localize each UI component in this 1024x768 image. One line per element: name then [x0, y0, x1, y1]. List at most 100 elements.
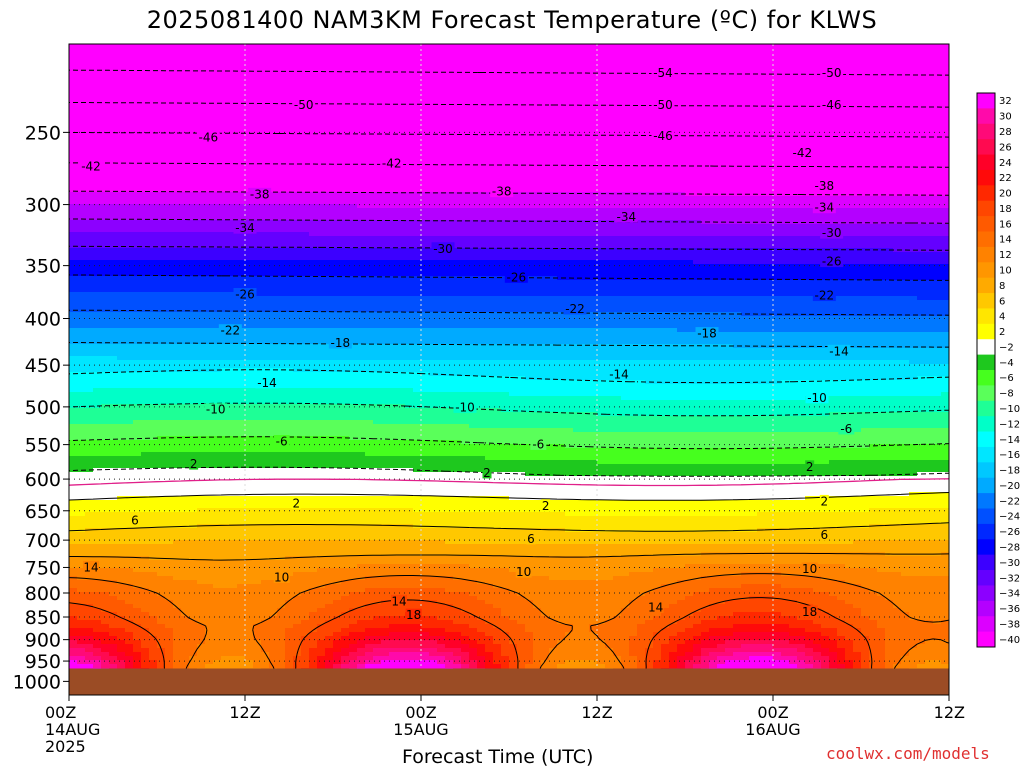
field-cell [189, 228, 198, 233]
field-cell [197, 276, 206, 281]
field-cell [141, 656, 150, 661]
field-cell [261, 476, 270, 481]
field-cell [261, 608, 270, 613]
field-cell [269, 488, 278, 493]
field-cell [269, 128, 278, 133]
field-cell [85, 504, 94, 509]
field-cell [309, 92, 318, 97]
field-cell [173, 44, 182, 49]
field-cell [69, 568, 78, 573]
field-cell [293, 292, 302, 297]
field-cell [149, 200, 158, 205]
field-cell [157, 540, 166, 545]
field-cell [301, 456, 310, 461]
field-cell [293, 140, 302, 145]
field-cell [117, 508, 126, 513]
field-cell [269, 304, 278, 309]
field-cell [285, 456, 294, 461]
field-cell [141, 312, 150, 317]
field-cell [173, 248, 182, 253]
field-cell [117, 164, 126, 169]
field-cell [141, 584, 150, 589]
field-cell [245, 132, 254, 137]
field-cell [229, 220, 238, 225]
field-cell [261, 540, 270, 545]
field-cell [93, 452, 102, 457]
field-cell [117, 332, 126, 337]
field-cell [189, 172, 198, 177]
field-cell [157, 592, 166, 597]
field-cell [285, 660, 294, 665]
field-cell [197, 96, 206, 101]
field-cell [109, 444, 118, 449]
field-cell [141, 100, 150, 105]
field-cell [109, 416, 118, 421]
field-cell [93, 260, 102, 265]
field-cell [245, 652, 254, 657]
field-cell [157, 560, 166, 565]
field-cell [301, 428, 310, 433]
field-cell [101, 284, 110, 289]
field-cell [125, 456, 134, 461]
field-cell [149, 520, 158, 525]
field-cell [253, 272, 262, 277]
field-cell [69, 60, 78, 65]
field-cell [221, 496, 230, 501]
field-cell [109, 576, 118, 581]
field-cell [285, 420, 294, 425]
field-cell [69, 92, 78, 97]
field-cell [301, 416, 310, 421]
field-cell [133, 596, 142, 601]
field-cell [213, 312, 222, 317]
field-cell [165, 404, 174, 409]
field-cell [285, 516, 294, 521]
field-cell [165, 232, 174, 237]
field-cell [141, 476, 150, 481]
field-cell [69, 292, 78, 297]
field-cell [69, 328, 78, 333]
field-cell [285, 160, 294, 165]
field-cell [293, 644, 302, 649]
field-cell [245, 200, 254, 205]
field-cell [253, 84, 262, 89]
field-cell [293, 184, 302, 189]
field-cell [285, 608, 294, 613]
field-cell [221, 444, 230, 449]
field-cell [93, 204, 102, 209]
field-cell [237, 412, 246, 417]
field-cell [109, 184, 118, 189]
field-cell [245, 80, 254, 85]
field-cell [141, 428, 150, 433]
field-cell [173, 80, 182, 85]
field-cell [93, 88, 102, 93]
field-cell [165, 344, 174, 349]
field-cell [285, 168, 294, 173]
field-cell [173, 416, 182, 421]
field-cell [301, 332, 310, 337]
field-cell [277, 56, 286, 61]
field-cell [101, 292, 110, 297]
field-cell [133, 420, 142, 425]
field-cell [93, 652, 102, 657]
field-cell [69, 548, 78, 553]
field-cell [213, 664, 222, 669]
field-cell [93, 372, 102, 377]
field-cell [157, 292, 166, 297]
field-cell [213, 400, 222, 405]
field-cell [205, 184, 214, 189]
field-cell [101, 420, 110, 425]
field-cell [245, 560, 254, 565]
field-cell [197, 636, 206, 641]
field-cell [101, 348, 110, 353]
field-cell [221, 128, 230, 133]
field-cell [85, 88, 94, 93]
field-cell [149, 500, 158, 505]
field-cell [269, 212, 278, 217]
field-cell [117, 292, 126, 297]
field-cell [301, 284, 310, 289]
field-cell [93, 512, 102, 517]
field-cell [293, 252, 302, 257]
field-cell [125, 616, 134, 621]
field-cell [157, 72, 166, 77]
field-cell [181, 508, 190, 513]
